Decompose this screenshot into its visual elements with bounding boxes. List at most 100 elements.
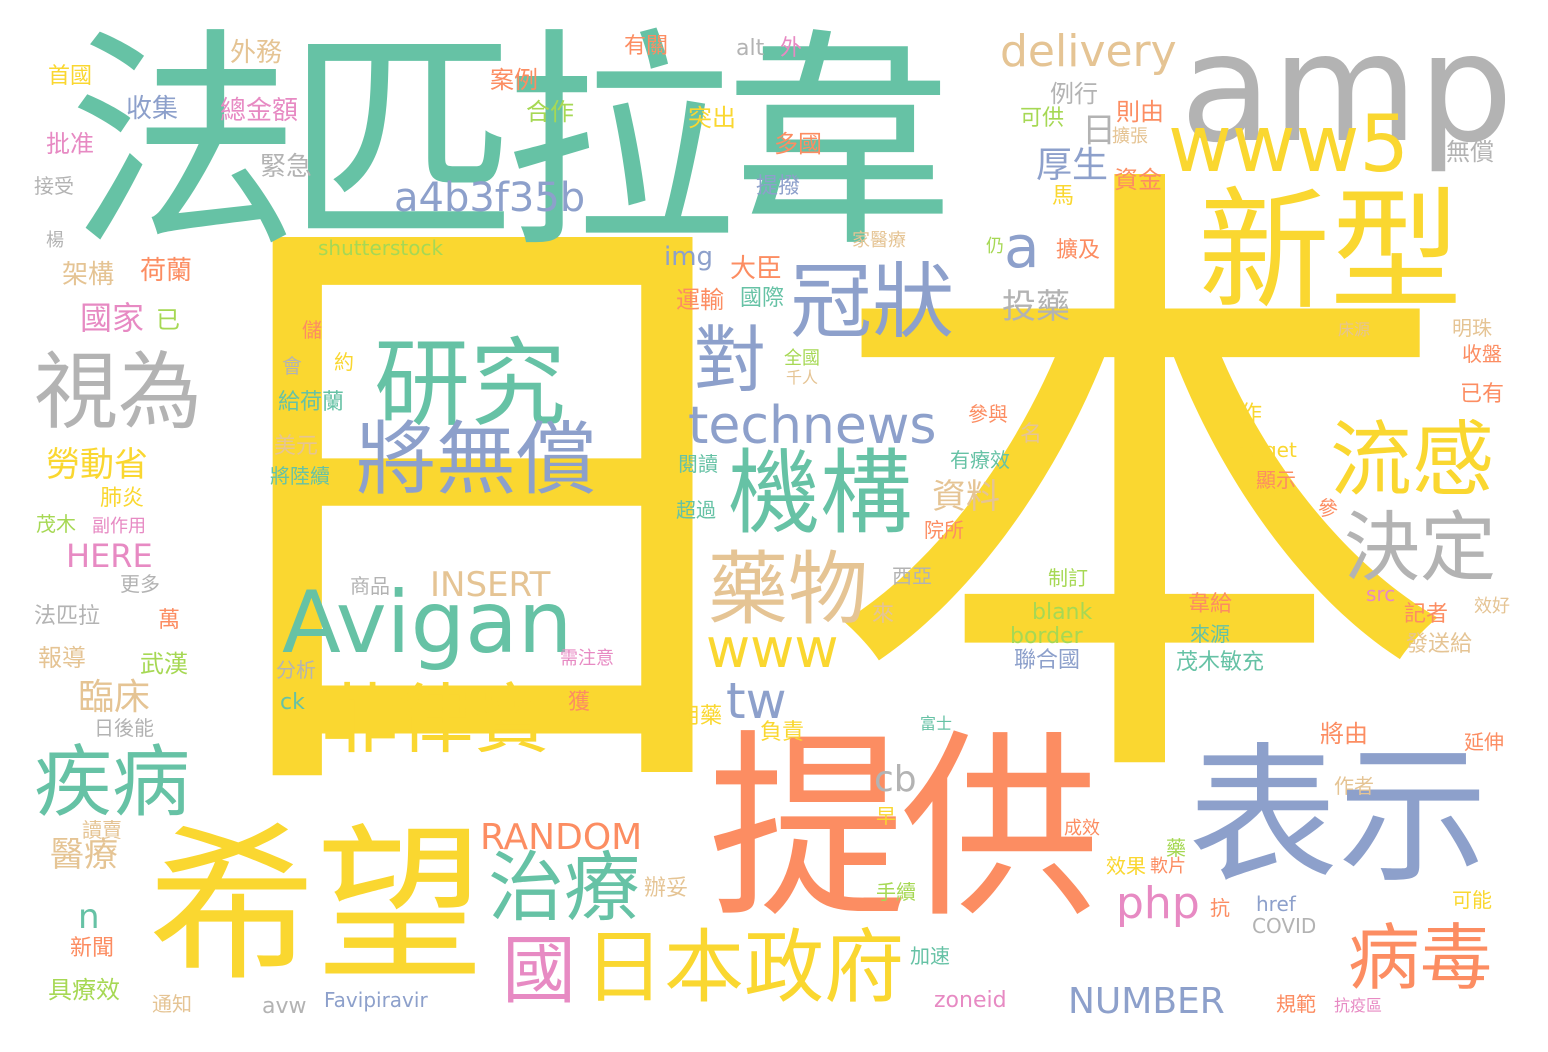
word-housheng: 厚生: [1036, 145, 1109, 186]
word-maomu: 茂木: [36, 512, 76, 536]
word-shoupan: 收盤: [1462, 342, 1502, 366]
word-jibing: 疾病: [34, 738, 191, 828]
word-tibo: 提撥: [756, 174, 801, 199]
word-xiaoguo: 效果: [1106, 854, 1146, 878]
word-duzhai: 讀賣: [82, 818, 122, 842]
word-zijin: 資金: [1114, 166, 1162, 194]
word-xinwen: 新聞: [70, 936, 115, 961]
word-jiayiliao: 家醫療: [852, 230, 906, 251]
word-jiangwuchang: 將無償: [356, 413, 596, 506]
word-guifan: 規範: [1276, 992, 1316, 1016]
word-tigong: 提供: [708, 713, 1100, 946]
word-jizhe: 記者: [1404, 602, 1449, 627]
word-xiaohao: 效好: [1474, 596, 1510, 617]
word-img: img: [664, 242, 714, 272]
word-qianren: 千人: [786, 368, 819, 387]
word-hezuo: 合作: [526, 98, 574, 126]
word-chu: 儲: [302, 318, 322, 342]
word-jigou: 機構: [728, 440, 913, 547]
word-favipiravir: Favipiravir: [324, 988, 428, 1012]
word-insert: INSERT: [430, 565, 551, 605]
word-yi-small: 已: [156, 306, 180, 334]
word-kuoji: 擴及: [1056, 238, 1101, 263]
word-shouxu: 手續: [876, 880, 916, 904]
word-youguan: 有關: [624, 34, 669, 59]
word-rihouneng: 日後能: [94, 716, 154, 740]
word-waiwu: 外務: [230, 38, 283, 68]
word-ma: 馬: [1052, 184, 1075, 209]
word-zhiding: 制訂: [1048, 566, 1088, 590]
word-lixing: 例行: [1050, 80, 1098, 108]
word-www: www: [706, 617, 839, 680]
word-laiyuan: 來源: [1190, 622, 1230, 646]
word-biaoshi: 表示: [1188, 730, 1489, 904]
word-jinji: 緊急: [260, 152, 313, 182]
word-guojia: 國家: [80, 299, 145, 337]
word-xianshi: 顯示: [1256, 468, 1296, 492]
word-tw: tw: [726, 672, 787, 730]
word-huo: 獲: [568, 690, 591, 715]
word-ri: 日: [160, 137, 800, 882]
word-yaowu: 藥物: [708, 543, 868, 636]
word-fuzuoyong: 副作用: [92, 516, 146, 537]
word-helan: 荷蘭: [140, 256, 193, 286]
word-xiwang: 希望: [148, 808, 484, 1004]
word-youliaoxiao: 有療效: [950, 448, 1010, 472]
word-fuze: 負責: [760, 720, 805, 745]
word-zuozhe: 作者: [1334, 774, 1374, 798]
word-fapila: 法匹拉: [34, 604, 101, 629]
word-alt: alt: [736, 36, 765, 61]
word-duoguo: 多國: [774, 130, 822, 158]
word-geihelan: 給荷蘭: [278, 390, 345, 415]
word-cb: cb: [874, 759, 917, 800]
word-avigan: Avigan: [282, 573, 573, 673]
word-keneng: 可能: [1452, 888, 1492, 912]
word-xinxing: 新型: [1198, 175, 1462, 329]
word-shangpin: 商品: [350, 574, 390, 598]
word-fenxi: 分析: [276, 658, 316, 682]
word-xiya: 西亞: [892, 564, 932, 588]
word-jueding: 決定: [1344, 503, 1496, 592]
word-juliaoxiao: 具療效: [48, 976, 120, 1004]
word-zoneid: zoneid: [934, 988, 1007, 1013]
word-shouguo: 首國: [48, 64, 93, 89]
word-shutterstock: shutterstock: [318, 236, 444, 260]
word-gengduo: 更多: [120, 572, 160, 596]
word-yanjiu: 研究: [374, 328, 566, 440]
word-ri-small: 日: [1082, 111, 1116, 151]
word-jianglu: 將陸續: [270, 464, 330, 488]
word-guanzhuang: 冠狀: [790, 255, 955, 350]
word-laodongsheng: 勞動省: [46, 445, 148, 485]
word-wai: 外: [780, 36, 803, 61]
word-liugan: 流感: [1330, 413, 1495, 508]
word-chaoguo: 超過: [676, 498, 716, 522]
word-blank: blank: [1032, 600, 1093, 625]
word-covid: COVID: [1252, 914, 1317, 938]
word-weigei: 韋給: [1188, 592, 1233, 617]
word-here: HERE: [66, 537, 153, 575]
word-www5: www5: [1168, 100, 1410, 190]
word-yongyao: 用藥: [678, 704, 723, 729]
word-pizhun: 批准: [46, 130, 94, 158]
word-zeyou: 則由: [1116, 98, 1164, 126]
word-feiyan: 肺炎: [100, 486, 145, 511]
word-riben-zhengfu: 日本政府: [584, 921, 904, 1014]
word-xuzhuyi: 需注意: [560, 648, 614, 669]
word-guo: 國: [502, 928, 576, 1014]
word-target: target: [1236, 438, 1297, 462]
word-chuangyuan: 床源: [1338, 320, 1371, 339]
word-delivery: delivery: [1000, 26, 1177, 77]
word-ziliao: 資料: [932, 477, 1000, 517]
word-kegong: 可供: [1020, 106, 1065, 131]
word-src: src: [1366, 582, 1396, 606]
word-avw: avw: [262, 994, 307, 1019]
word-tongzhi: 通知: [152, 992, 192, 1016]
word-kuozhang: 擴張: [1112, 126, 1148, 147]
word-yao: 藥: [1166, 836, 1186, 860]
word-canyu: 參與: [968, 402, 1008, 426]
word-n: n: [78, 897, 100, 937]
word-jiangyou: 將由: [1320, 720, 1368, 748]
word-href: href: [1256, 892, 1296, 916]
word-wuchang: 無償: [1446, 138, 1494, 166]
